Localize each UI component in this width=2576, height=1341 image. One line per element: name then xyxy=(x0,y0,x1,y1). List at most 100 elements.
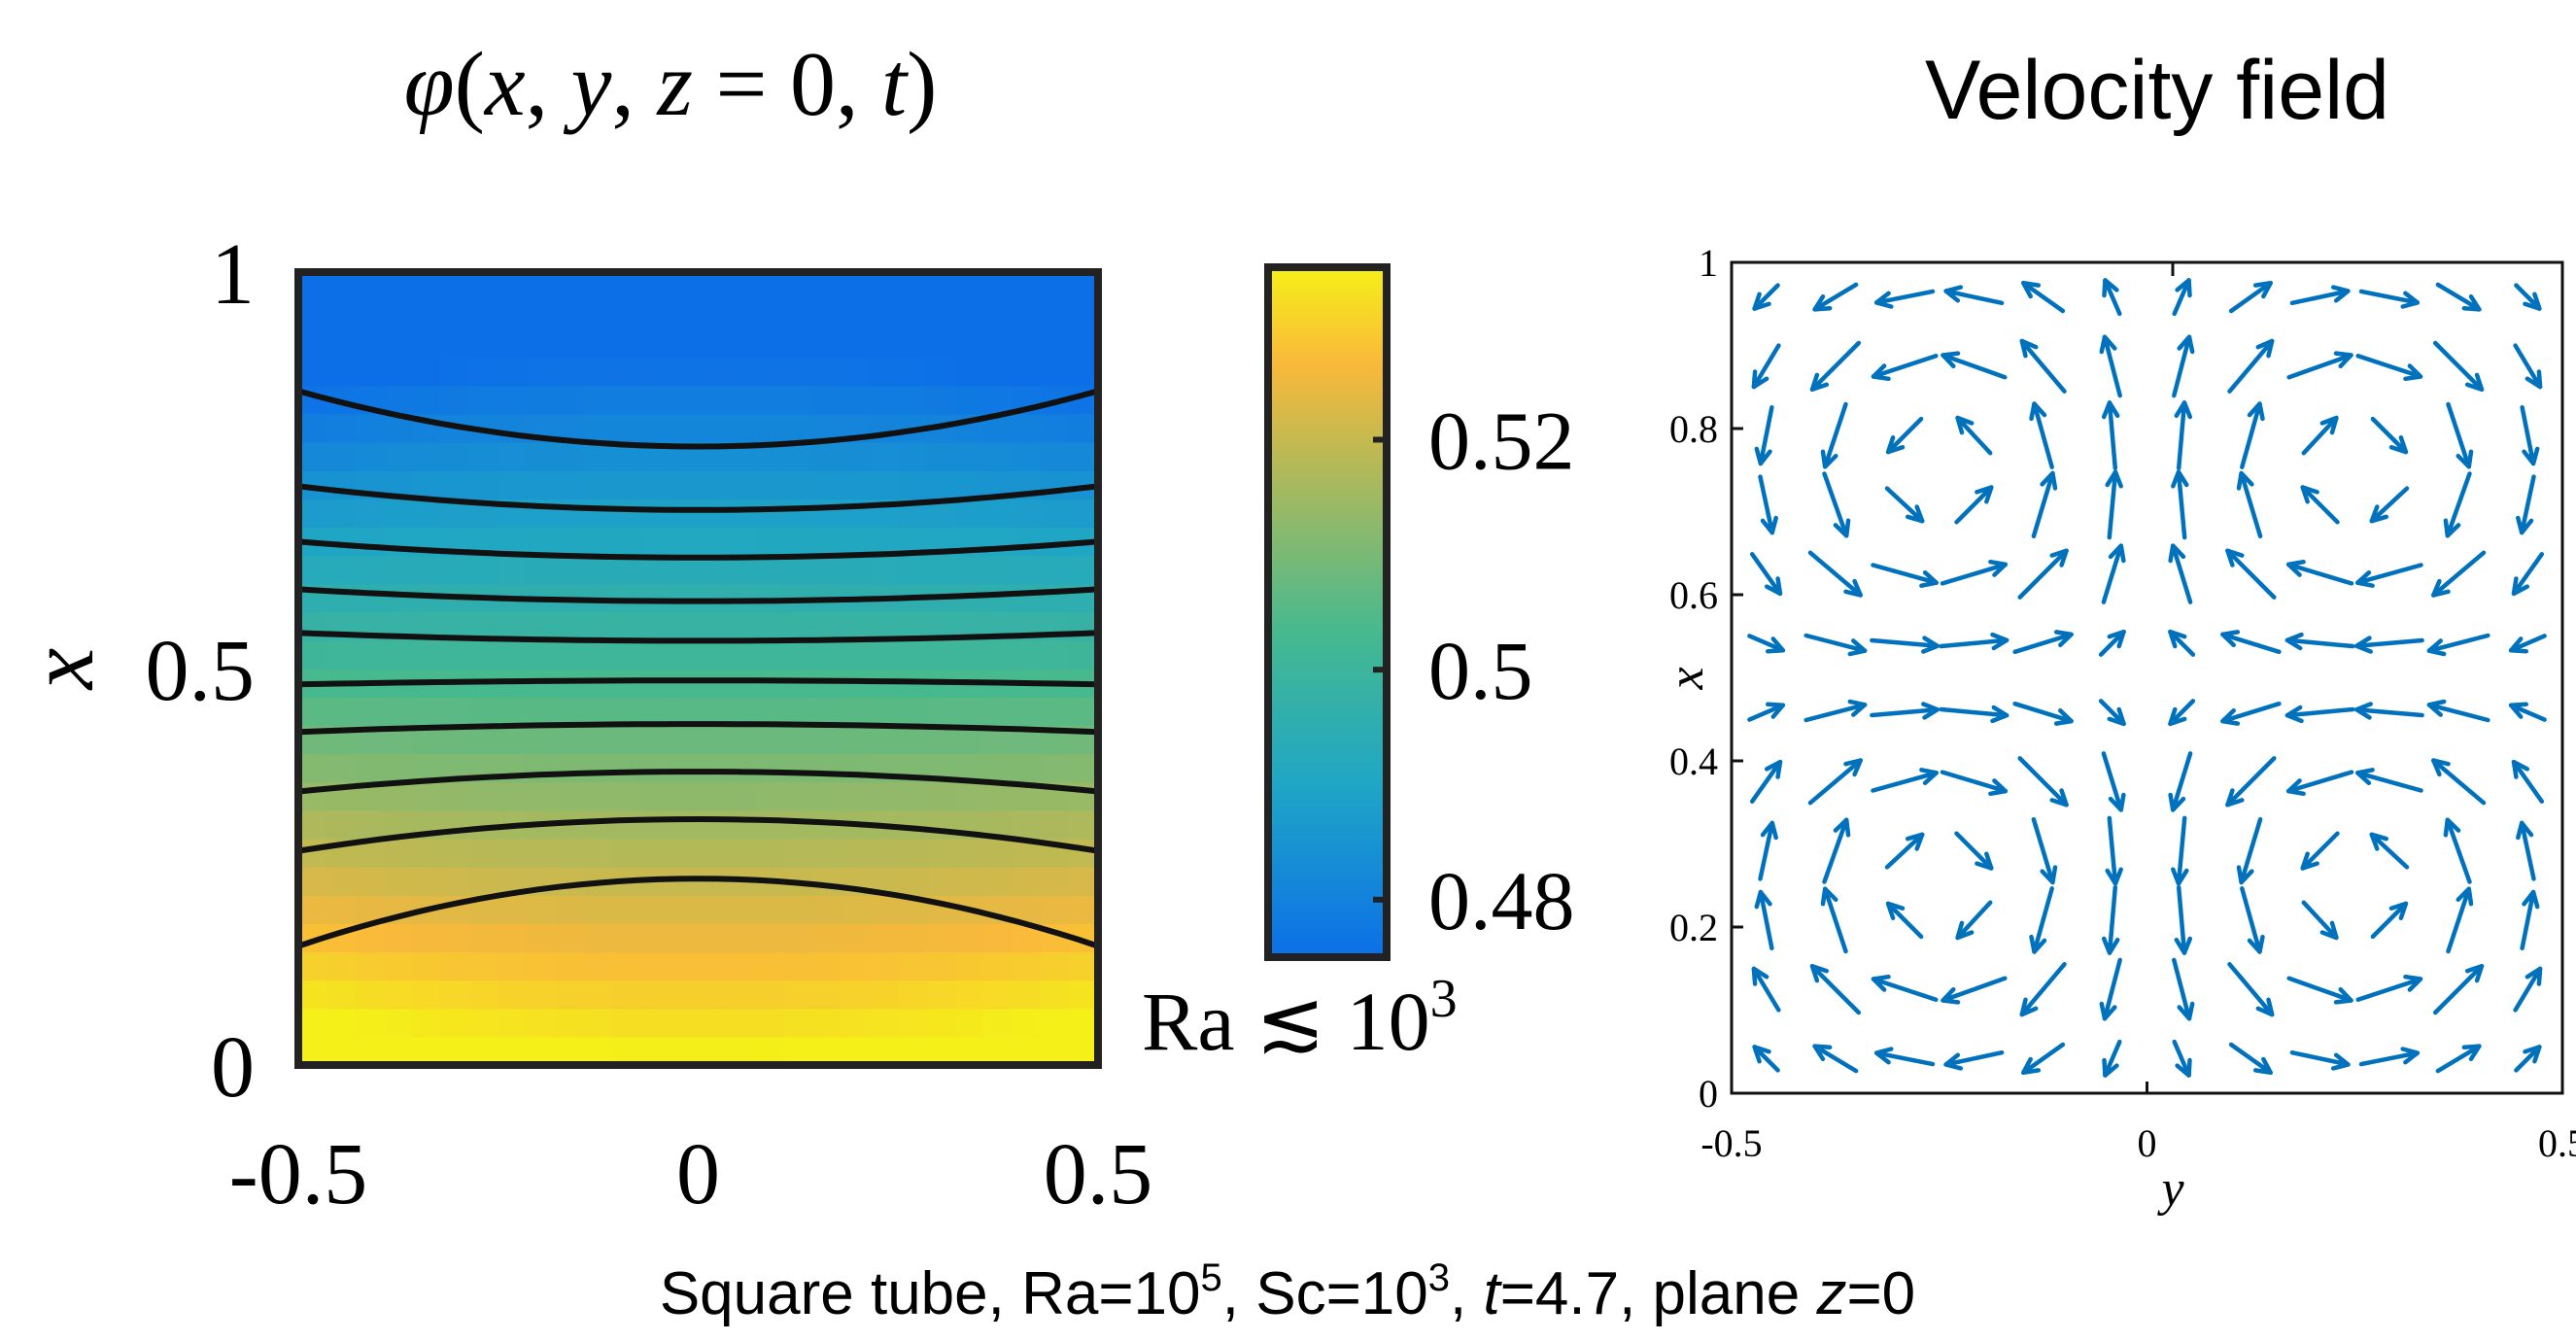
heatmap-cell xyxy=(640,980,670,1010)
heatmap-cell xyxy=(1041,499,1071,528)
heatmap-cell xyxy=(326,697,357,726)
heatmap-cell xyxy=(1012,328,1042,359)
heatmap-cell xyxy=(384,357,414,387)
heatmap-cell xyxy=(412,328,442,359)
heatmap-cell xyxy=(498,838,528,868)
heatmap-xtick-label: 0.5 xyxy=(1044,1126,1153,1222)
contour-line xyxy=(298,388,1098,450)
heatmap-cell xyxy=(869,951,900,981)
heatmap-cells xyxy=(298,272,1098,1065)
heatmap-cell xyxy=(898,697,928,726)
heatmap-cell xyxy=(384,499,414,528)
quiver-arrow xyxy=(2370,416,2409,455)
heatmap-cell xyxy=(1041,441,1071,471)
heatmap-cell xyxy=(783,781,813,811)
heatmap-cell xyxy=(670,725,700,755)
heatmap-cell xyxy=(755,639,785,670)
heatmap-cell xyxy=(812,781,842,811)
heatmap-cell xyxy=(612,895,642,924)
heatmap-cell xyxy=(812,527,842,557)
heatmap-cell xyxy=(527,385,557,415)
colorbar-tick-label: 0.48 xyxy=(1428,854,1575,947)
heatmap-cell xyxy=(698,895,728,924)
heatmap-cell xyxy=(783,753,813,783)
heatmap-cell xyxy=(555,611,585,641)
heatmap-cell xyxy=(527,555,557,585)
quiver-arrow xyxy=(2520,889,2540,951)
heatmap-cell xyxy=(412,470,442,499)
quiver-arrow xyxy=(1884,486,1925,524)
heatmap-cell xyxy=(783,809,813,840)
heatmap-cell xyxy=(726,753,757,783)
heatmap-cell xyxy=(326,413,357,443)
quiver-arrow xyxy=(2240,886,2265,954)
heatmap-cell xyxy=(441,385,471,415)
heatmap-cell xyxy=(755,300,785,329)
heatmap-cell xyxy=(640,809,670,840)
heatmap-cell xyxy=(1012,867,1042,896)
heatmap-cell xyxy=(441,357,471,387)
heatmap-cell xyxy=(583,809,614,840)
colorbar xyxy=(1268,267,1387,957)
heatmap-cell xyxy=(869,1008,900,1038)
heatmap-cell xyxy=(612,385,642,415)
heatmap-cell xyxy=(841,328,871,359)
heatmap-cell xyxy=(1012,697,1042,726)
heatmap-cell xyxy=(469,385,499,415)
colorbar-tick-label: 0.5 xyxy=(1428,624,1533,717)
heatmap-cell xyxy=(441,980,471,1010)
heatmap-cell xyxy=(1041,357,1071,387)
heatmap-cell xyxy=(841,895,871,924)
quiver-arrow xyxy=(1955,415,1993,456)
heatmap-cell xyxy=(983,867,1013,896)
heatmap-cell xyxy=(726,385,757,415)
heatmap-cell xyxy=(983,583,1013,613)
heatmap-cell xyxy=(469,725,499,755)
heatmap-cell xyxy=(326,1008,357,1038)
quiver-arrow xyxy=(2168,751,2193,812)
heatmap-cell xyxy=(583,725,614,755)
quiver-arrow xyxy=(1871,974,1939,1003)
heatmap-cell xyxy=(983,1008,1013,1038)
heatmap-cell xyxy=(983,357,1013,387)
heatmap-cell xyxy=(527,272,557,301)
heatmap-cell xyxy=(698,980,728,1010)
quiver-arrow xyxy=(2432,340,2485,393)
heatmap-cell xyxy=(726,951,757,981)
heatmap-cell xyxy=(955,980,985,1010)
heatmap-cell xyxy=(298,867,328,896)
heatmap-cell xyxy=(498,1008,528,1038)
heatmap-cell xyxy=(555,272,585,301)
heatmap-cell xyxy=(898,300,928,329)
quiver-arrow xyxy=(1752,1045,1780,1073)
heatmap-cell xyxy=(783,470,813,499)
heatmap-cell xyxy=(640,272,670,301)
heatmap-cell xyxy=(355,441,385,471)
heatmap-cell xyxy=(1012,951,1042,981)
quiver-arrow xyxy=(2172,278,2192,317)
heatmap-cell xyxy=(783,272,813,301)
heatmap-cell xyxy=(555,470,585,499)
quiver-arrows xyxy=(1747,278,2547,1078)
quiver-arrow xyxy=(2012,630,2074,655)
quiver-arrow xyxy=(2021,280,2066,314)
quiver-arrow xyxy=(2358,289,2421,309)
heatmap-cell xyxy=(983,923,1013,953)
heatmap-cell xyxy=(469,867,499,896)
heatmap-cell xyxy=(1069,300,1098,329)
heatmap-cell xyxy=(612,781,642,811)
heatmap-cell xyxy=(841,725,871,755)
heatmap-cell xyxy=(1041,895,1071,924)
heatmap-cell xyxy=(555,923,585,953)
heatmap-cell xyxy=(469,357,499,387)
heatmap-cell xyxy=(1012,527,1042,557)
quiver-arrow xyxy=(2101,884,2120,955)
heatmap-cell xyxy=(441,555,471,585)
heatmap-cell xyxy=(812,499,842,528)
heatmap-cell xyxy=(841,980,871,1010)
heatmap-cell xyxy=(555,867,585,896)
heatmap-cell xyxy=(812,838,842,868)
heatmap-cell xyxy=(698,781,728,811)
heatmap-cell xyxy=(441,639,471,670)
heatmap-cell xyxy=(670,697,700,726)
